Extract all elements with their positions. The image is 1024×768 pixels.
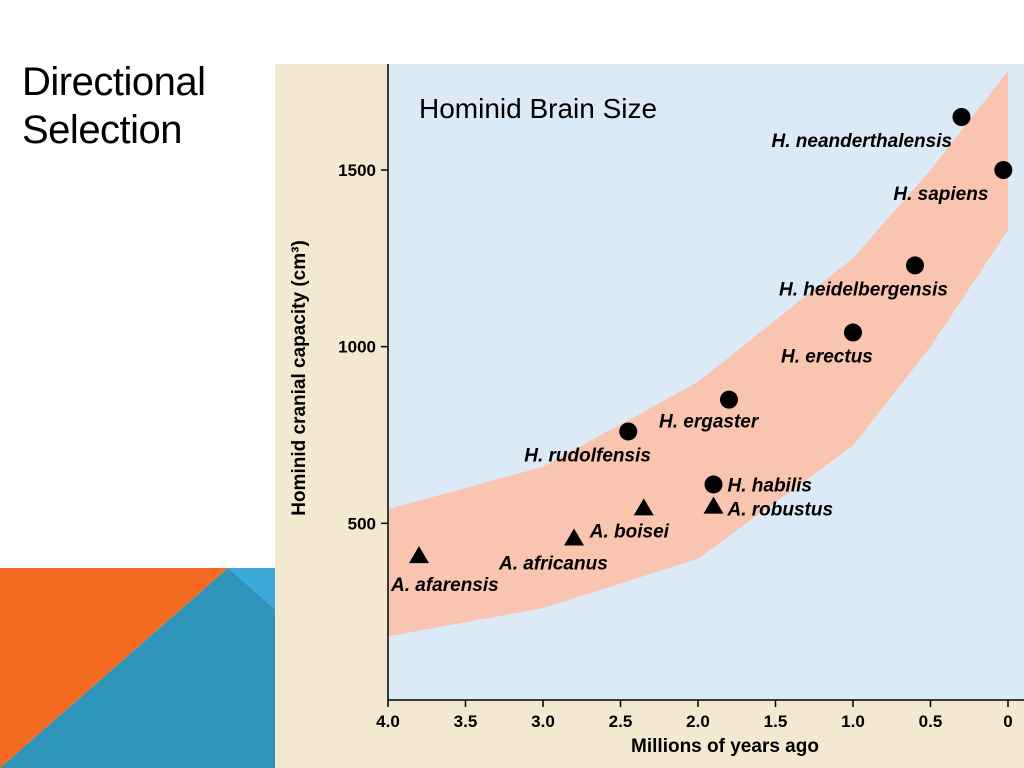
data-label: H. rudolfensis	[524, 445, 651, 466]
data-point-circle	[994, 161, 1013, 179]
data-label: H. sapiens	[893, 184, 988, 205]
x-axis-label: Millions of years ago	[631, 736, 819, 757]
data-point-circle	[844, 323, 862, 342]
data-point-triangle	[409, 546, 429, 564]
slide-title: Directional Selection	[22, 58, 206, 154]
x-tick-label: 2.5	[609, 712, 633, 731]
y-tick-label: 1000	[338, 338, 376, 357]
data-point-circle	[952, 108, 971, 126]
data-label: H. heidelbergensis	[779, 279, 948, 300]
x-tick-label: 3.0	[531, 712, 555, 731]
data-point-triangle	[703, 496, 724, 514]
x-tick-label: 1.5	[764, 712, 788, 731]
data-label: H. neanderthalensis	[772, 131, 953, 152]
data-label: A. robustus	[727, 500, 834, 521]
data-point-circle	[720, 390, 738, 409]
data-label: A. boisei	[589, 521, 670, 542]
data-label: A. afarensis	[390, 575, 499, 596]
data-label: H. ergaster	[659, 412, 760, 433]
data-label: H. erectus	[781, 347, 873, 368]
axis-ticks: 4.0 3.5 3.0 2.5 2.0 1.5 1.0 0.5 0 500 1000 1500	[338, 161, 1013, 731]
data-point-triangle	[564, 528, 584, 546]
data-point-circle	[906, 256, 924, 275]
trend-band	[388, 71, 1008, 637]
x-tick-label: 1.0	[841, 712, 865, 731]
data-point-circle	[704, 475, 723, 494]
y-tick-label: 1500	[338, 161, 376, 180]
x-tick-label: 0.5	[919, 712, 943, 731]
x-tick-label: 0	[1003, 712, 1012, 731]
hominid-brain-chart: 4.0 3.5 3.0 2.5 2.0 1.5 1.0 0.5 0 500 1000 1500 H. …	[275, 64, 1024, 768]
data-point-circle	[619, 422, 638, 441]
slide-title-line-2: Selection	[22, 108, 183, 152]
teal-triangle	[0, 568, 276, 768]
chart-title: Hominid Brain Size	[419, 93, 657, 124]
data-points: H. neanderthalensis H. sapiens H. heidelbe…	[390, 108, 1013, 596]
data-point-triangle	[633, 498, 654, 516]
x-tick-label: 2.0	[686, 712, 710, 731]
x-tick-label: 3.5	[454, 712, 478, 731]
x-tick-label: 4.0	[376, 712, 400, 731]
slide-title-line-1: Directional	[22, 60, 206, 104]
data-label: H. habilis	[728, 475, 812, 496]
y-tick-label: 500	[348, 514, 376, 533]
y-axis-label: Hominid cranial capacity (cm³)	[289, 240, 310, 516]
data-label: A. africanus	[498, 553, 608, 574]
